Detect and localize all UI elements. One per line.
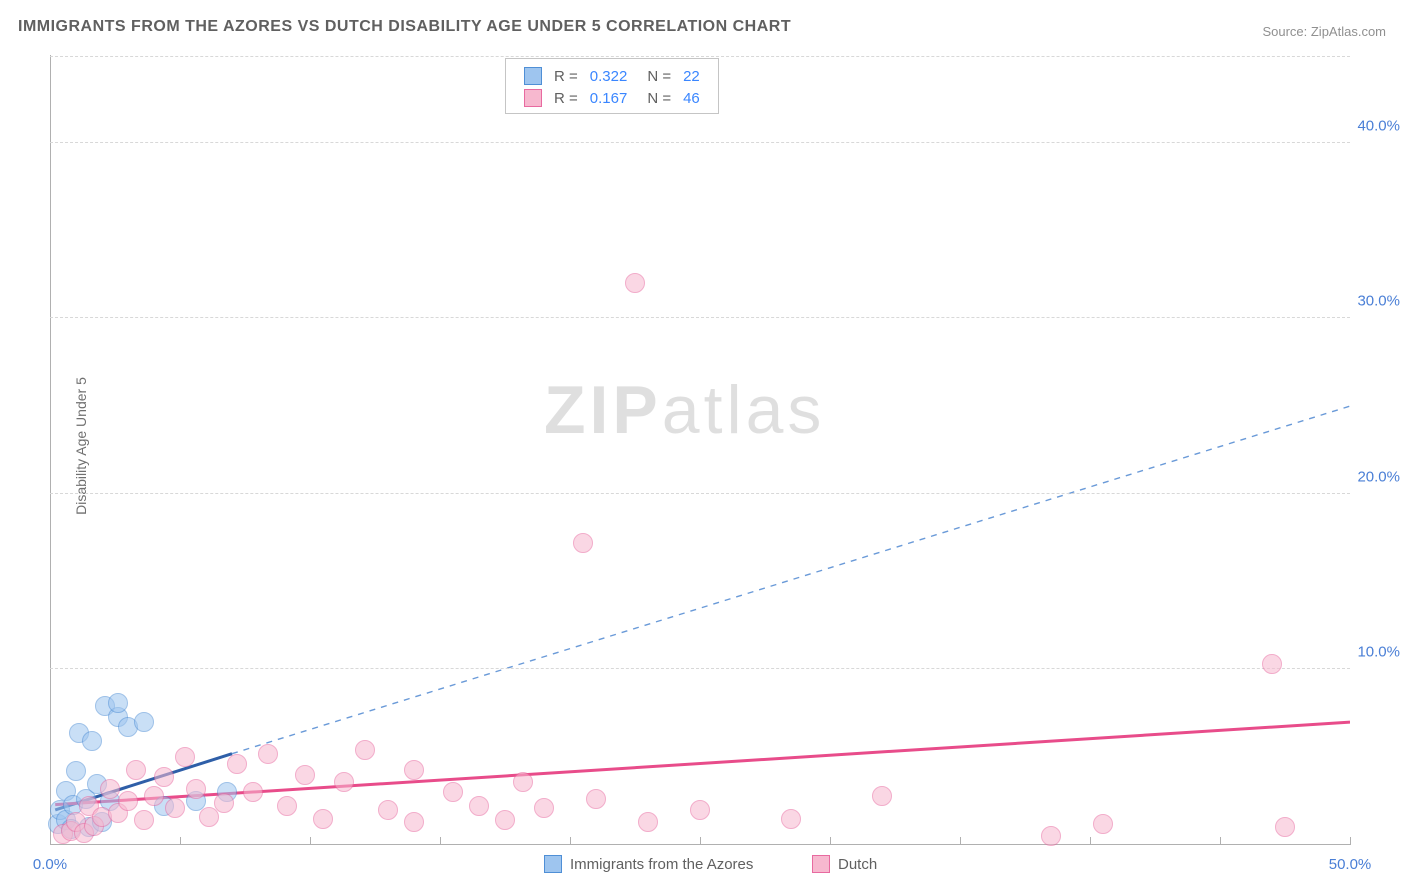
x-tick [1090, 837, 1091, 845]
legend-item-azores: Immigrants from the Azores [544, 855, 753, 873]
data-point-dutch [126, 760, 146, 780]
data-point-azores [134, 712, 154, 732]
legend-item-dutch: Dutch [812, 855, 877, 873]
chart-title: IMMIGRANTS FROM THE AZORES VS DUTCH DISA… [18, 18, 791, 36]
data-point-dutch [513, 772, 533, 792]
data-point-dutch [690, 800, 710, 820]
data-point-dutch [295, 765, 315, 785]
gridline [50, 142, 1350, 143]
data-point-dutch [165, 798, 185, 818]
x-tick [830, 837, 831, 845]
source-label: Source: ZipAtlas.com [1262, 24, 1386, 39]
y-tick-label: 20.0% [1357, 468, 1400, 485]
data-point-azores [66, 761, 86, 781]
y-axis-line [50, 55, 51, 845]
x-tick-label: 50.0% [1329, 856, 1372, 873]
y-tick-label: 30.0% [1357, 293, 1400, 310]
data-point-dutch [334, 772, 354, 792]
data-point-dutch [134, 810, 154, 830]
plot-area: ZIPatlas 10.0%20.0%30.0%40.0%0.0%50.0%R … [50, 55, 1350, 845]
data-point-dutch [199, 807, 219, 827]
data-point-dutch [495, 810, 515, 830]
watermark-light: atlas [662, 372, 826, 448]
data-point-dutch [638, 812, 658, 832]
x-tick-label: 0.0% [33, 856, 67, 873]
x-tick [180, 837, 181, 845]
x-tick [960, 837, 961, 845]
data-point-dutch [469, 796, 489, 816]
data-point-dutch [243, 782, 263, 802]
data-point-dutch [1093, 814, 1113, 834]
x-tick [570, 837, 571, 845]
data-point-dutch [144, 786, 164, 806]
gridline [50, 56, 1350, 57]
data-point-dutch [1275, 817, 1295, 837]
watermark-bold: ZIP [544, 372, 662, 448]
data-point-dutch [118, 791, 138, 811]
data-point-dutch [277, 796, 297, 816]
x-tick [50, 837, 51, 845]
data-point-dutch [258, 744, 278, 764]
data-point-dutch [227, 754, 247, 774]
data-point-dutch [534, 798, 554, 818]
watermark: ZIPatlas [544, 371, 825, 449]
data-point-azores [108, 693, 128, 713]
data-point-dutch [214, 793, 234, 813]
x-tick [310, 837, 311, 845]
data-point-dutch [313, 809, 333, 829]
data-point-dutch [175, 747, 195, 767]
x-tick [700, 837, 701, 845]
x-tick [440, 837, 441, 845]
y-tick-label: 10.0% [1357, 644, 1400, 661]
data-point-dutch [586, 789, 606, 809]
legend-stats: R =0.322N =22R =0.167N =46 [505, 58, 719, 114]
y-tick-label: 40.0% [1357, 117, 1400, 134]
data-point-dutch [1262, 654, 1282, 674]
data-point-dutch [100, 779, 120, 799]
data-point-dutch [186, 779, 206, 799]
data-point-dutch [404, 812, 424, 832]
data-point-dutch [573, 533, 593, 553]
data-point-dutch [872, 786, 892, 806]
data-point-dutch [443, 782, 463, 802]
gridline [50, 493, 1350, 494]
gridline [50, 668, 1350, 669]
x-tick [1350, 837, 1351, 845]
x-tick [1220, 837, 1221, 845]
data-point-dutch [378, 800, 398, 820]
gridline [50, 317, 1350, 318]
data-point-dutch [154, 767, 174, 787]
data-point-dutch [781, 809, 801, 829]
data-point-azores [82, 731, 102, 751]
regression-lines-layer [50, 55, 1350, 845]
data-point-dutch [625, 273, 645, 293]
data-point-dutch [355, 740, 375, 760]
regression-line [232, 406, 1350, 754]
data-point-dutch [1041, 826, 1061, 846]
data-point-dutch [404, 760, 424, 780]
